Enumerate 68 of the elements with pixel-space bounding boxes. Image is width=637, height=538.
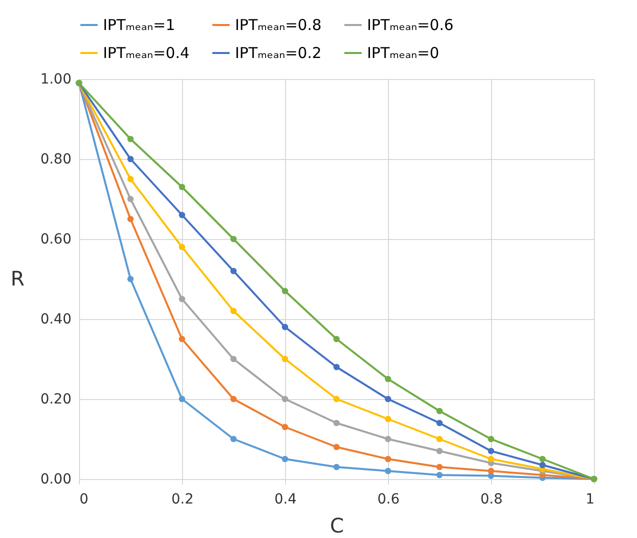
point [384,468,392,474]
point [127,216,134,222]
point [230,308,237,314]
point [333,420,340,426]
point [127,196,134,202]
legend-label: IPTₘₑₐₙ=0.2 [235,44,322,62]
point [178,244,186,250]
point [333,464,340,470]
point [333,444,340,450]
legend-label: IPTₘₑₐₙ=1 [103,16,176,34]
point [436,464,443,470]
point [488,456,494,462]
x-tick-label: 0 [80,492,88,508]
point [384,416,392,422]
point [178,212,186,218]
point [436,420,443,426]
point [384,396,392,402]
point [230,396,237,402]
x-axis-title: C [330,514,344,538]
y-tick-label: 1.00 [40,72,72,88]
point [230,356,237,362]
point [333,396,340,402]
point [282,396,288,402]
point [127,136,134,142]
point [282,424,288,430]
legend-label: IPTₘₑₐₙ=0.6 [367,16,454,34]
point [127,276,134,282]
y-tick-label: 0.00 [40,472,72,488]
point [333,364,340,370]
x-tick-label: 0.8 [480,492,503,508]
point [178,296,186,302]
point [230,436,237,442]
point [436,436,443,442]
legend-label: IPTₘₑₐₙ=0.8 [235,16,322,34]
point [488,468,494,474]
x-tick-label: 1 [586,492,594,508]
point [230,236,237,242]
point [539,456,546,462]
y-tick-label: 0.80 [40,152,72,168]
point [282,456,288,462]
point [282,356,288,362]
point [384,436,392,442]
point [384,456,392,462]
legend-label: IPTₘₑₐₙ=0 [367,44,440,62]
point [127,176,134,182]
point [488,448,494,454]
point [178,396,186,402]
y-tick-label: 0.20 [40,392,72,408]
legend-label: IPTₘₑₐₙ=0.4 [103,44,190,62]
point [384,376,392,382]
point [178,184,186,190]
x-tick-label: 0.6 [377,492,400,508]
y-tick-label: 0.40 [40,312,72,328]
x-tick-label: 0.2 [171,492,194,508]
y-tick-label: 0.60 [40,232,72,248]
point [178,336,186,342]
point [436,448,443,454]
x-tick-label: 0.4 [274,492,297,508]
point [127,156,134,162]
point [539,462,546,468]
point [488,436,494,442]
point [282,324,288,330]
point [230,268,237,274]
point [436,408,443,414]
point [436,472,443,478]
point [333,336,340,342]
point [282,288,288,294]
y-axis-title: R [10,266,25,290]
